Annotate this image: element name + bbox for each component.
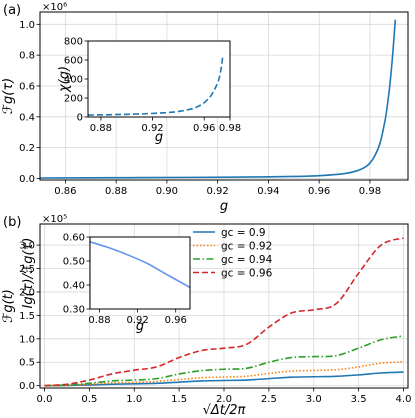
x-tick-label: 0.88	[88, 315, 110, 326]
y-tick-label: 1.0	[19, 334, 35, 345]
axes-frame	[89, 236, 191, 310]
x-axis-label: √Δt/2π	[203, 403, 246, 418]
legend-entry: gc = 0.96	[221, 268, 273, 280]
x-tick-label: 0.96	[193, 123, 215, 134]
y-tick-label: 0.5	[19, 358, 35, 369]
series-line-3	[44, 335, 404, 387]
x-tick-label: 0.94	[257, 186, 279, 197]
y-tick-label: 200	[64, 94, 83, 105]
x-tick-label: 0.96	[308, 186, 330, 197]
x-axis-label: g	[136, 319, 144, 334]
series-line-2	[44, 360, 404, 387]
series-line-1	[90, 241, 190, 289]
x-tick-label: 3.5	[351, 394, 367, 405]
x-tick-label: 0.88	[90, 123, 112, 134]
x-tick-label: 0.86	[54, 186, 76, 197]
x-tick-label: 1.5	[171, 394, 187, 405]
x-tick-label: 3.0	[306, 394, 322, 405]
y-tick-label: 1.0	[19, 20, 35, 31]
y-tick-label: 800	[64, 37, 83, 48]
x-tick-label: 0.90	[156, 186, 178, 197]
x-tick-label: 2.5	[261, 394, 277, 405]
y-tick-label: 0.40	[63, 281, 85, 292]
x-axis-label: g	[220, 199, 228, 214]
y-tick-label: 0.60	[63, 233, 85, 244]
y-tick-label: 0	[77, 113, 83, 124]
x-tick-label: 1.0	[126, 394, 142, 405]
x-tick-label: 0.88	[105, 186, 127, 197]
x-tick-label: 0.92	[126, 315, 148, 326]
y-tick-label: 0.2	[19, 143, 35, 154]
y-tick-label: 0.6	[19, 81, 35, 92]
series-line-1	[44, 371, 404, 387]
panel-label: (b)	[3, 215, 21, 230]
x-tick-label: 2.0	[216, 394, 232, 405]
y-axis-label: ℱg(t)	[1, 289, 16, 323]
y-multiplier: ×10⁵	[42, 214, 67, 225]
y-tick-label: 2.0	[19, 287, 35, 298]
y-tick-label: 1.5	[19, 311, 35, 322]
y-tick-label: 0.8	[19, 51, 35, 62]
x-tick-label: 0.5	[81, 394, 97, 405]
x-tick-label: 0.92	[207, 186, 229, 197]
legend-entry: gc = 0.94	[221, 254, 273, 266]
x-tick-label: 0.96	[165, 315, 187, 326]
y-tick-label: 2.5	[19, 264, 35, 275]
y-tick-label: 0.50	[63, 257, 85, 268]
x-tick-label: 0.92	[141, 123, 163, 134]
x-tick-label: 0.98	[359, 186, 381, 197]
x-tick-label: 0.98	[219, 123, 241, 134]
axes-frame	[39, 11, 409, 181]
y-tick-label: 0.30	[63, 305, 85, 316]
inset-a: 0.88 0.92 0.96 0.98 0 200 400 600 800 g χ(g)	[57, 37, 241, 146]
series-line-4	[44, 237, 404, 387]
panel-label: (a)	[3, 3, 21, 18]
x-axis-label: g	[155, 130, 163, 145]
legend-entry: gc = 0.9	[221, 227, 266, 239]
legend-entry: gc = 0.92	[221, 241, 272, 253]
y-tick-label: 0.0	[19, 381, 35, 392]
y-tick-label: 0.0	[19, 174, 35, 185]
y-axis-label: ℱg(τ)	[1, 78, 16, 114]
y-axis-label: χ(g)	[57, 66, 72, 93]
plot-area	[90, 237, 190, 309]
y-tick-label: 0.4	[19, 112, 35, 123]
y-tick-label: 400	[64, 75, 83, 86]
y-multiplier: ×10⁶	[42, 2, 67, 13]
y-axis-label: Ig(τ)/ℱg(τ)	[21, 238, 36, 309]
panel-b: 0.0 0.5 1.0 1.5 2.0 2.5 3.0 3.5 4.0 0.0 0.5 1.0 1.5 2…	[1, 214, 411, 418]
y-tick-label: 600	[64, 56, 83, 67]
plot-area	[88, 41, 230, 117]
x-tick-label: 4.0	[396, 394, 412, 405]
series-line-1	[88, 55, 224, 116]
x-tick-label: 0.0	[37, 394, 53, 405]
series-line-1	[40, 19, 397, 179]
y-tick-label: 3.0	[19, 241, 35, 252]
inset-b: 0.88 0.92 0.96 0.30 0.40 0.50 0.60 g Ig(τ)/ℱg(τ)	[21, 233, 191, 334]
